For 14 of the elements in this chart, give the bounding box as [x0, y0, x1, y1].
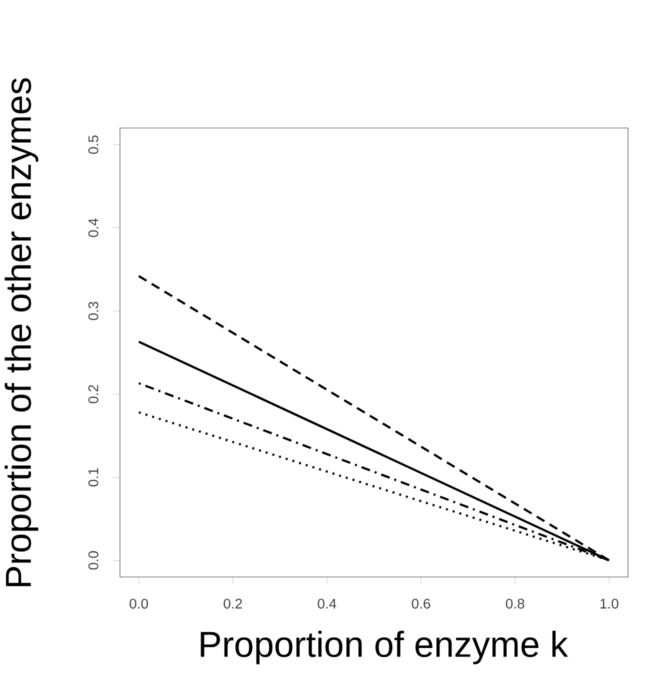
x-tick-label: 0.8: [506, 598, 524, 609]
y-axis-title: Proportion of the other enzymes: [4, 78, 38, 586]
y-tick-label: 0.5: [88, 136, 98, 154]
x-tick-label: 0.2: [224, 598, 242, 609]
y-tick-label: 0.1: [88, 468, 98, 486]
y-tick-label: 0.4: [88, 218, 98, 237]
x-axis-title: Proportion of enzyme k: [200, 630, 568, 664]
y-tick-label: 0.2: [88, 385, 98, 404]
x-tick-label: 0.6: [412, 598, 430, 609]
x-tick-label: 1.0: [600, 598, 618, 609]
y-tick-label: 0.3: [88, 302, 98, 320]
y-tick-label: 0.0: [88, 551, 98, 570]
x-tick-label: 0.4: [318, 598, 336, 609]
x-tick-label: 0.0: [130, 598, 148, 609]
